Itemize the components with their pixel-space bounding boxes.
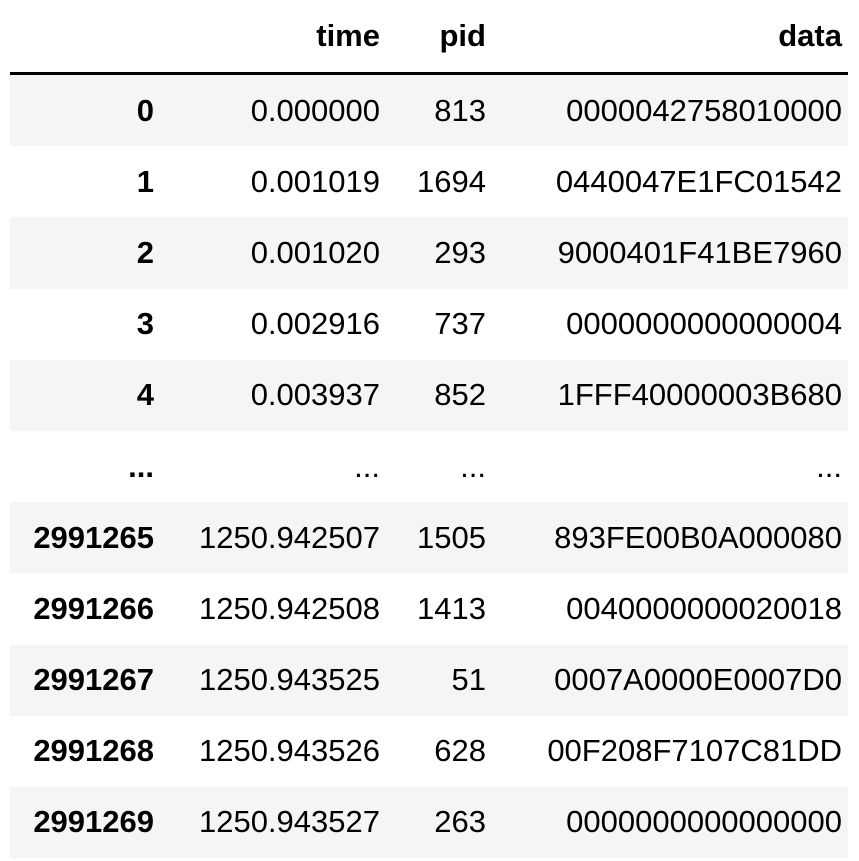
row-index: 2991269: [33, 804, 154, 840]
pid-cell: 813: [434, 92, 486, 128]
row-index: 0: [136, 92, 154, 128]
index-header: [10, 0, 160, 75]
data-cell: 0440047E1FC01542: [555, 163, 842, 199]
time-cell: 1250.942507: [198, 519, 380, 555]
pid-cell: 1505: [417, 519, 486, 555]
pid-cell: 628: [434, 733, 486, 769]
header-row: time pid data: [10, 0, 848, 75]
pid-cell: 293: [434, 234, 486, 270]
table-row: 2 0.001020 293 9000401F41BE7960: [10, 217, 848, 289]
ellipsis-row: ... ... ... ...: [10, 430, 848, 503]
data-column-header: data: [492, 0, 848, 75]
table-row: 2991267 1250.943525 51 0007A0000E0007D0: [10, 644, 848, 716]
data-cell: 893FE00B0A000080: [554, 519, 842, 555]
row-index: 2991267: [33, 662, 154, 698]
time-cell: 0.002916: [250, 306, 380, 342]
table-header: time pid data: [10, 0, 848, 75]
time-cell: 1250.943525: [198, 662, 380, 698]
time-cell: 1250.943527: [198, 804, 380, 840]
table-row: 0 0.000000 813 0000042758010000: [10, 73, 848, 147]
row-index: 4: [136, 377, 154, 413]
time-cell: ...: [354, 448, 380, 484]
time-cell: 0.001020: [250, 234, 380, 270]
pid-cell: 263: [434, 804, 486, 840]
table-row: 2991269 1250.943527 263 0000000000000000: [10, 786, 848, 859]
row-index: 2991268: [33, 733, 154, 769]
data-cell: 0000000000000000: [566, 804, 842, 840]
data-cell: ...: [816, 448, 842, 484]
data-cell: 00F208F7107C81DD: [547, 733, 842, 769]
dataframe-table: time pid data 0 0.000000 813 00000427580…: [10, 0, 848, 859]
row-index: 2991265: [33, 519, 154, 555]
time-cell: 0.001019: [250, 163, 380, 199]
pid-cell: ...: [460, 448, 486, 484]
table-row: 3 0.002916 737 0000000000000004: [10, 288, 848, 360]
time-cell: 1250.942508: [198, 590, 380, 626]
data-cell: 0040000000020018: [566, 590, 842, 626]
table-row: 1 0.001019 1694 0440047E1FC01542: [10, 146, 848, 218]
table-body: 0 0.000000 813 0000042758010000 1 0.0010…: [10, 73, 848, 859]
pid-cell: 51: [451, 662, 486, 698]
data-cell: 0000000000000004: [566, 306, 842, 342]
data-cell: 9000401F41BE7960: [557, 234, 842, 270]
table-row: 2991266 1250.942508 1413 004000000002001…: [10, 573, 848, 645]
pid-cell: 1694: [417, 163, 486, 199]
data-cell: 1FFF40000003B680: [557, 377, 842, 413]
table-row: 4 0.003937 852 1FFF40000003B680: [10, 359, 848, 431]
time-column-header: time: [160, 0, 386, 75]
time-cell: 0.003937: [250, 377, 380, 413]
time-cell: 0.000000: [250, 92, 380, 128]
pid-column-header: pid: [386, 0, 492, 75]
row-index: 1: [136, 163, 154, 199]
data-cell: 0000042758010000: [566, 92, 842, 128]
pid-cell: 1413: [417, 590, 486, 626]
row-index: 2: [136, 234, 154, 270]
row-index: 2991266: [33, 590, 154, 626]
pid-cell: 737: [434, 306, 486, 342]
pid-cell: 852: [434, 377, 486, 413]
row-index: 3: [136, 306, 154, 342]
row-index: ...: [128, 448, 154, 484]
time-cell: 1250.943526: [198, 733, 380, 769]
table-row: 2991265 1250.942507 1505 893FE00B0A00008…: [10, 502, 848, 574]
table-row: 2991268 1250.943526 628 00F208F7107C81DD: [10, 715, 848, 787]
data-cell: 0007A0000E0007D0: [554, 662, 842, 698]
